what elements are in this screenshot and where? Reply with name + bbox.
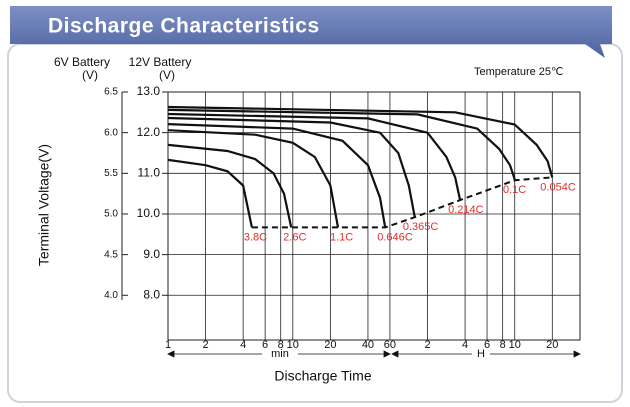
x-segment-label: H xyxy=(477,348,485,360)
y2-tick-label: 6.0 xyxy=(104,127,118,138)
discharge-curve xyxy=(167,158,253,228)
x-tick-label: 2 xyxy=(203,339,209,351)
segment-arrows xyxy=(167,350,581,358)
y-tick-label: 11.0 xyxy=(138,165,161,179)
y2-axis-title: 6V Battery xyxy=(54,55,110,69)
x-tick-label: 20 xyxy=(546,339,558,351)
discharge-curve xyxy=(167,112,462,201)
discharge-curve xyxy=(167,129,340,228)
x-tick-label: 10 xyxy=(509,339,521,351)
curve-label: 0.365C xyxy=(403,221,439,233)
x-tick-label: 4 xyxy=(462,339,468,351)
chart-title: Discharge Characteristics xyxy=(48,15,320,38)
y-tick-label: 12.0 xyxy=(137,125,161,139)
x-tick-label: 4 xyxy=(240,339,246,351)
discharge-curve xyxy=(167,108,517,181)
x-tick-label: 20 xyxy=(324,339,336,351)
x-segment-label: min xyxy=(271,348,289,360)
x-tick-label: 1 xyxy=(165,339,171,351)
discharge-curve xyxy=(167,105,554,178)
y2-tick-label: 4.5 xyxy=(104,249,118,260)
y-tick-label: 9.0 xyxy=(143,247,160,261)
cutoff-line xyxy=(251,176,553,229)
y2-tick-label: 5.0 xyxy=(104,209,118,220)
chart-frame xyxy=(7,43,623,403)
x-tick-label: 60 xyxy=(384,339,396,351)
x-tick-label: 2 xyxy=(424,339,430,351)
curve-label: 0.054C xyxy=(540,181,576,193)
curve-label: 1.1C xyxy=(330,231,353,243)
curve-label: 2.6C xyxy=(283,231,306,243)
x-tick-label: 10 xyxy=(287,339,299,351)
y-tick-label: 10.0 xyxy=(137,206,161,220)
y2-axis-unit: (V) xyxy=(82,68,98,82)
curve-label: 3.8C xyxy=(244,231,267,243)
y-axis-title: 12V Battery xyxy=(129,55,192,69)
y-axis-unit: (V) xyxy=(159,68,175,82)
x-tick-label: 6 xyxy=(262,339,268,351)
x-tick-label: 40 xyxy=(362,339,374,351)
annotation: Temperature 25℃ xyxy=(474,66,563,78)
x-axis-label: Discharge Time xyxy=(274,368,371,384)
title-banner xyxy=(10,6,612,58)
y2-tick-label: 4.0 xyxy=(104,290,118,301)
y-tick-label: 8.0 xyxy=(143,287,160,301)
y-axis-label: Terminal Voltage(V) xyxy=(36,144,52,266)
y2-tick-label: 6.5 xyxy=(104,87,118,98)
x-tick-label: 8 xyxy=(500,339,506,351)
curve-label: 0.646C xyxy=(377,231,413,243)
discharge-curve xyxy=(167,143,293,228)
discharge-curve xyxy=(167,116,416,218)
x-tick-label: 6 xyxy=(484,339,490,351)
curve-label: 0.214C xyxy=(448,204,484,216)
discharge-curve xyxy=(167,123,387,228)
y-tick-label: 13.0 xyxy=(137,84,161,98)
x-tick-label: 8 xyxy=(278,339,284,351)
y2-tick-label: 5.5 xyxy=(104,168,118,179)
curve-label: 0.1C xyxy=(503,184,526,196)
